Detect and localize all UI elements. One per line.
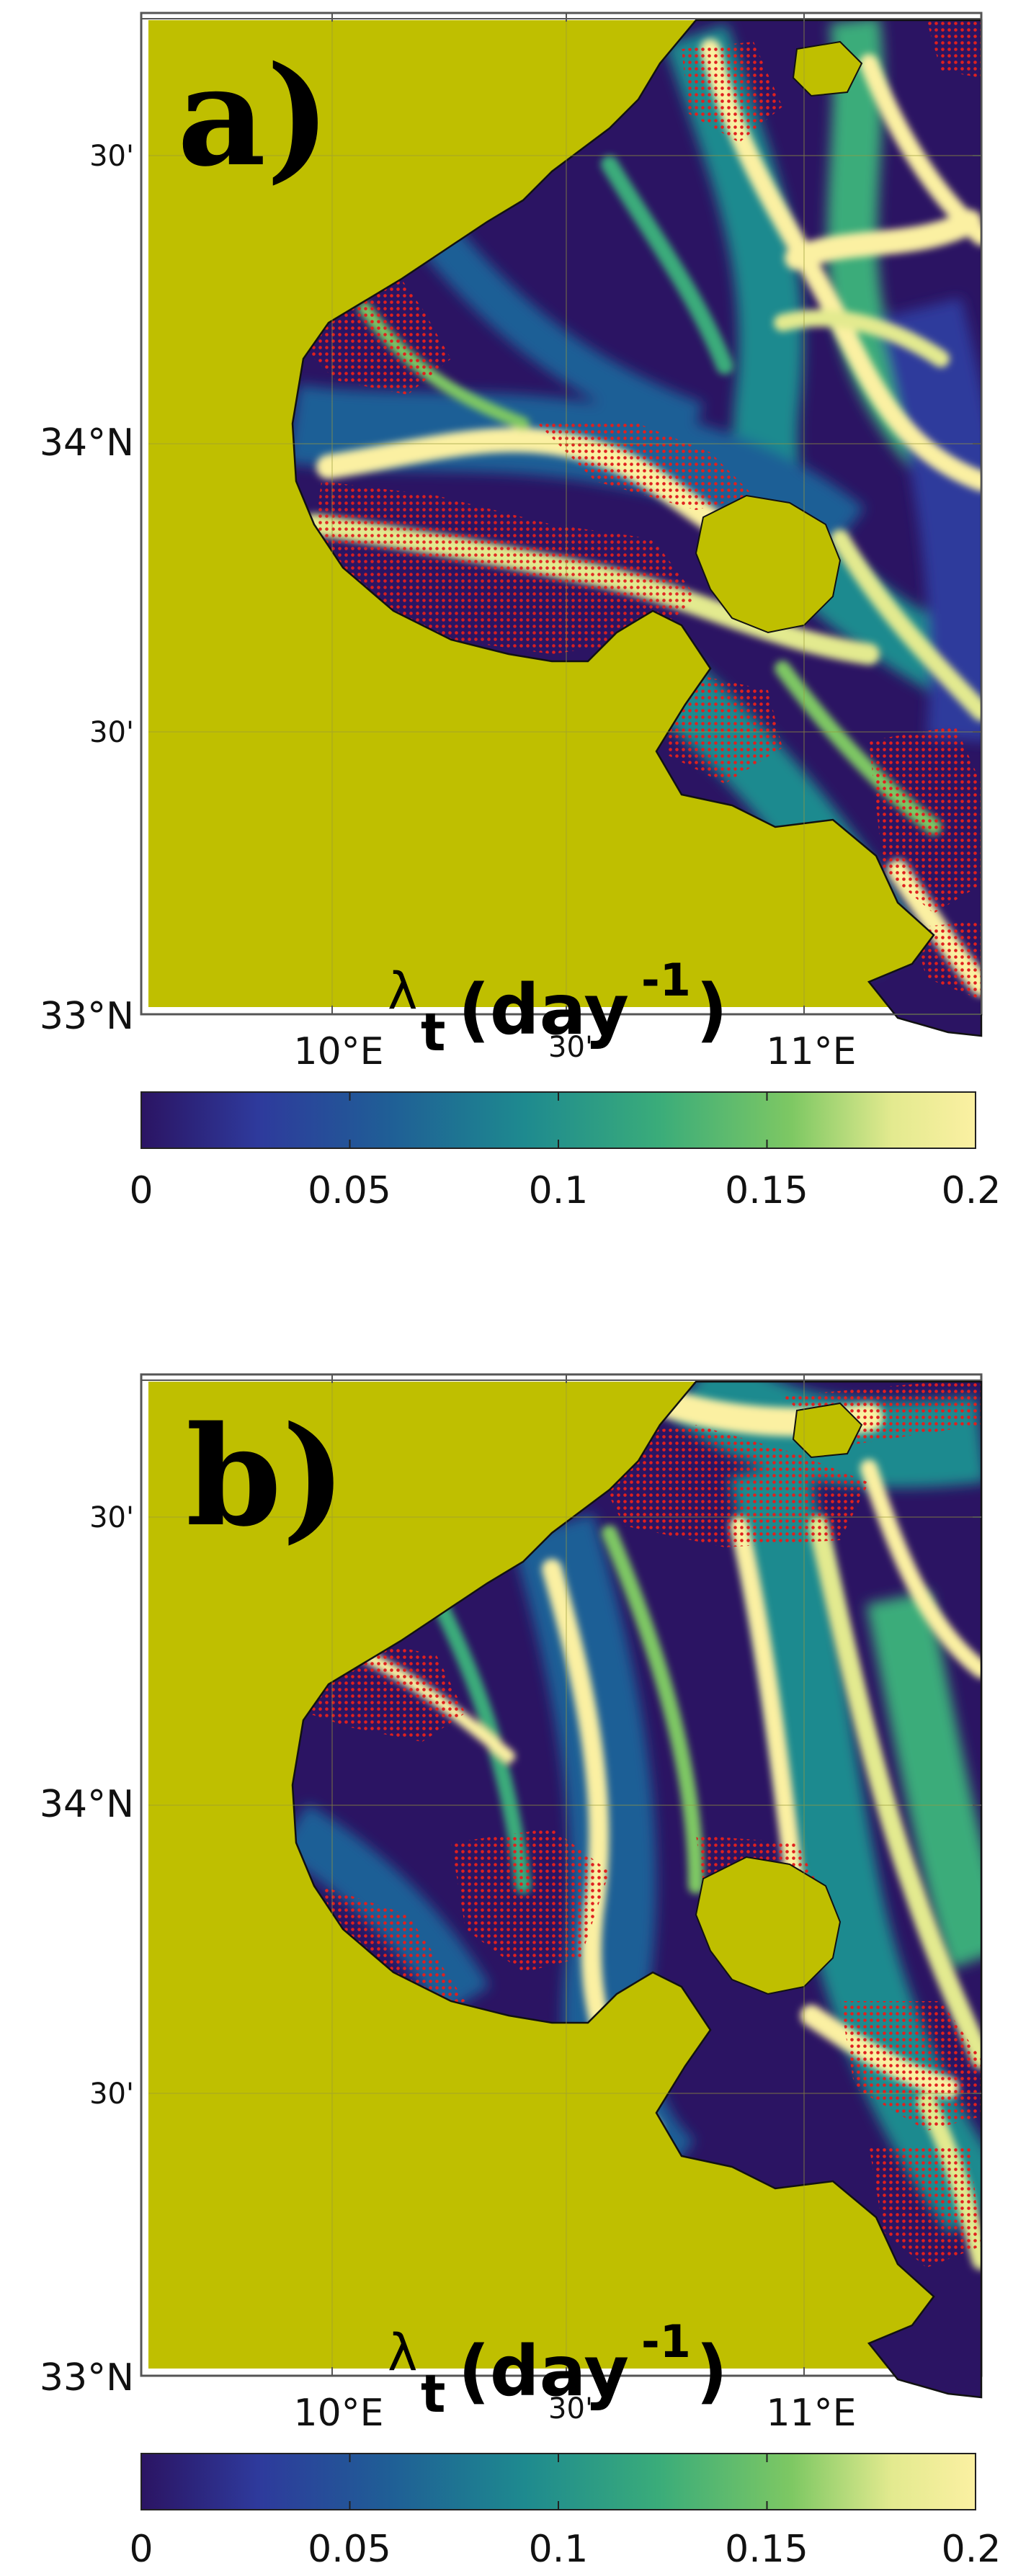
panel-a-map [148,19,983,1037]
panel-a-lat-tick-4: 33°N [40,995,134,1038]
panel-a-lat-tick-3: 30' [89,716,134,749]
colorbar-gradient [140,2453,976,2510]
panel-a-frame-ticks [140,12,982,1015]
colorbar-title-exponent: -1 [641,954,691,1006]
panel-a-lat-tick-1: 30' [89,140,134,173]
colorbar-tick-0: 0 [129,2528,153,2571]
panel-a-colorbar: 0 0.05 0.1 0.15 0.2 [129,1091,1001,1212]
panel-a-lon-tick-1: 10°E [293,1030,383,1073]
colorbar-tick-3: 0.15 [725,2528,808,2571]
colorbar-tick-2: 0.1 [529,1169,589,1212]
panel-a-colorbar-title: λ t (day -1 ) [388,954,728,1063]
colorbar-title-units: (day [458,970,629,1050]
panel-b-map [148,1380,983,2399]
panel-b-colorbar: 0 0.05 0.1 0.15 0.2 [129,2453,1001,2571]
panel-a-label: a) [177,36,331,197]
panel-b-lon-tick-2: 30' [548,2392,593,2425]
colorbar-title-close: ) [696,970,728,1050]
panel-b-lat-tick-2: 34°N [40,1783,134,1826]
panel-b: b) 30' 34°N 30' 33°N 10°E 30' 11°E λ t (… [40,1373,1001,2571]
colorbar-title-subscript: t [421,2363,445,2424]
panel-a-graticule [148,20,981,1007]
panel-b-colorbar-title: λ t (day -1 ) [388,2315,728,2424]
colorbar-tick-4: 0.2 [942,1169,1001,1212]
colorbar-gradient [140,1091,976,1149]
panel-b-lat-tick-1: 30' [89,1501,134,1534]
panel-b-graticule [148,1382,981,2369]
panel-a: a) 30' 34°N 30' 33°N 10°E 30' 11°E λ t (… [40,12,1001,1212]
panel-b-lon-tick-3: 11°E [766,2392,856,2435]
colorbar-tick-2: 0.1 [529,2528,589,2571]
colorbar-title-units: (day [458,2331,629,2412]
panel-a-lon-tick-2: 30' [548,1031,593,1064]
colorbar-title-symbol: λ [388,962,417,1021]
panel-b-stipple [300,1382,981,2268]
panel-b-lat-tick-3: 30' [89,2078,134,2111]
colorbar-title-subscript: t [421,1002,445,1063]
panel-b-lat-tick-4: 33°N [40,2356,134,2400]
colorbar-title-close: ) [696,2331,728,2412]
colorbar-tick-0: 0 [129,1169,153,1212]
colorbar-tick-1: 0.05 [308,2528,391,2571]
colorbar-tick-3: 0.15 [725,1169,808,1212]
panel-b-frame-ticks [141,1374,981,2376]
panel-b-label: b) [186,1396,347,1557]
panel-a-lon-tick-3: 11°E [766,1030,856,1073]
colorbar-tick-1: 0.05 [308,1169,391,1212]
panel-b-lon-tick-1: 10°E [293,2392,383,2435]
panel-a-lat-tick-2: 34°N [40,421,134,465]
colorbar-tick-4: 0.2 [942,2528,1001,2571]
colorbar-title-exponent: -1 [641,2315,691,2368]
colorbar-title-symbol: λ [388,2323,417,2382]
